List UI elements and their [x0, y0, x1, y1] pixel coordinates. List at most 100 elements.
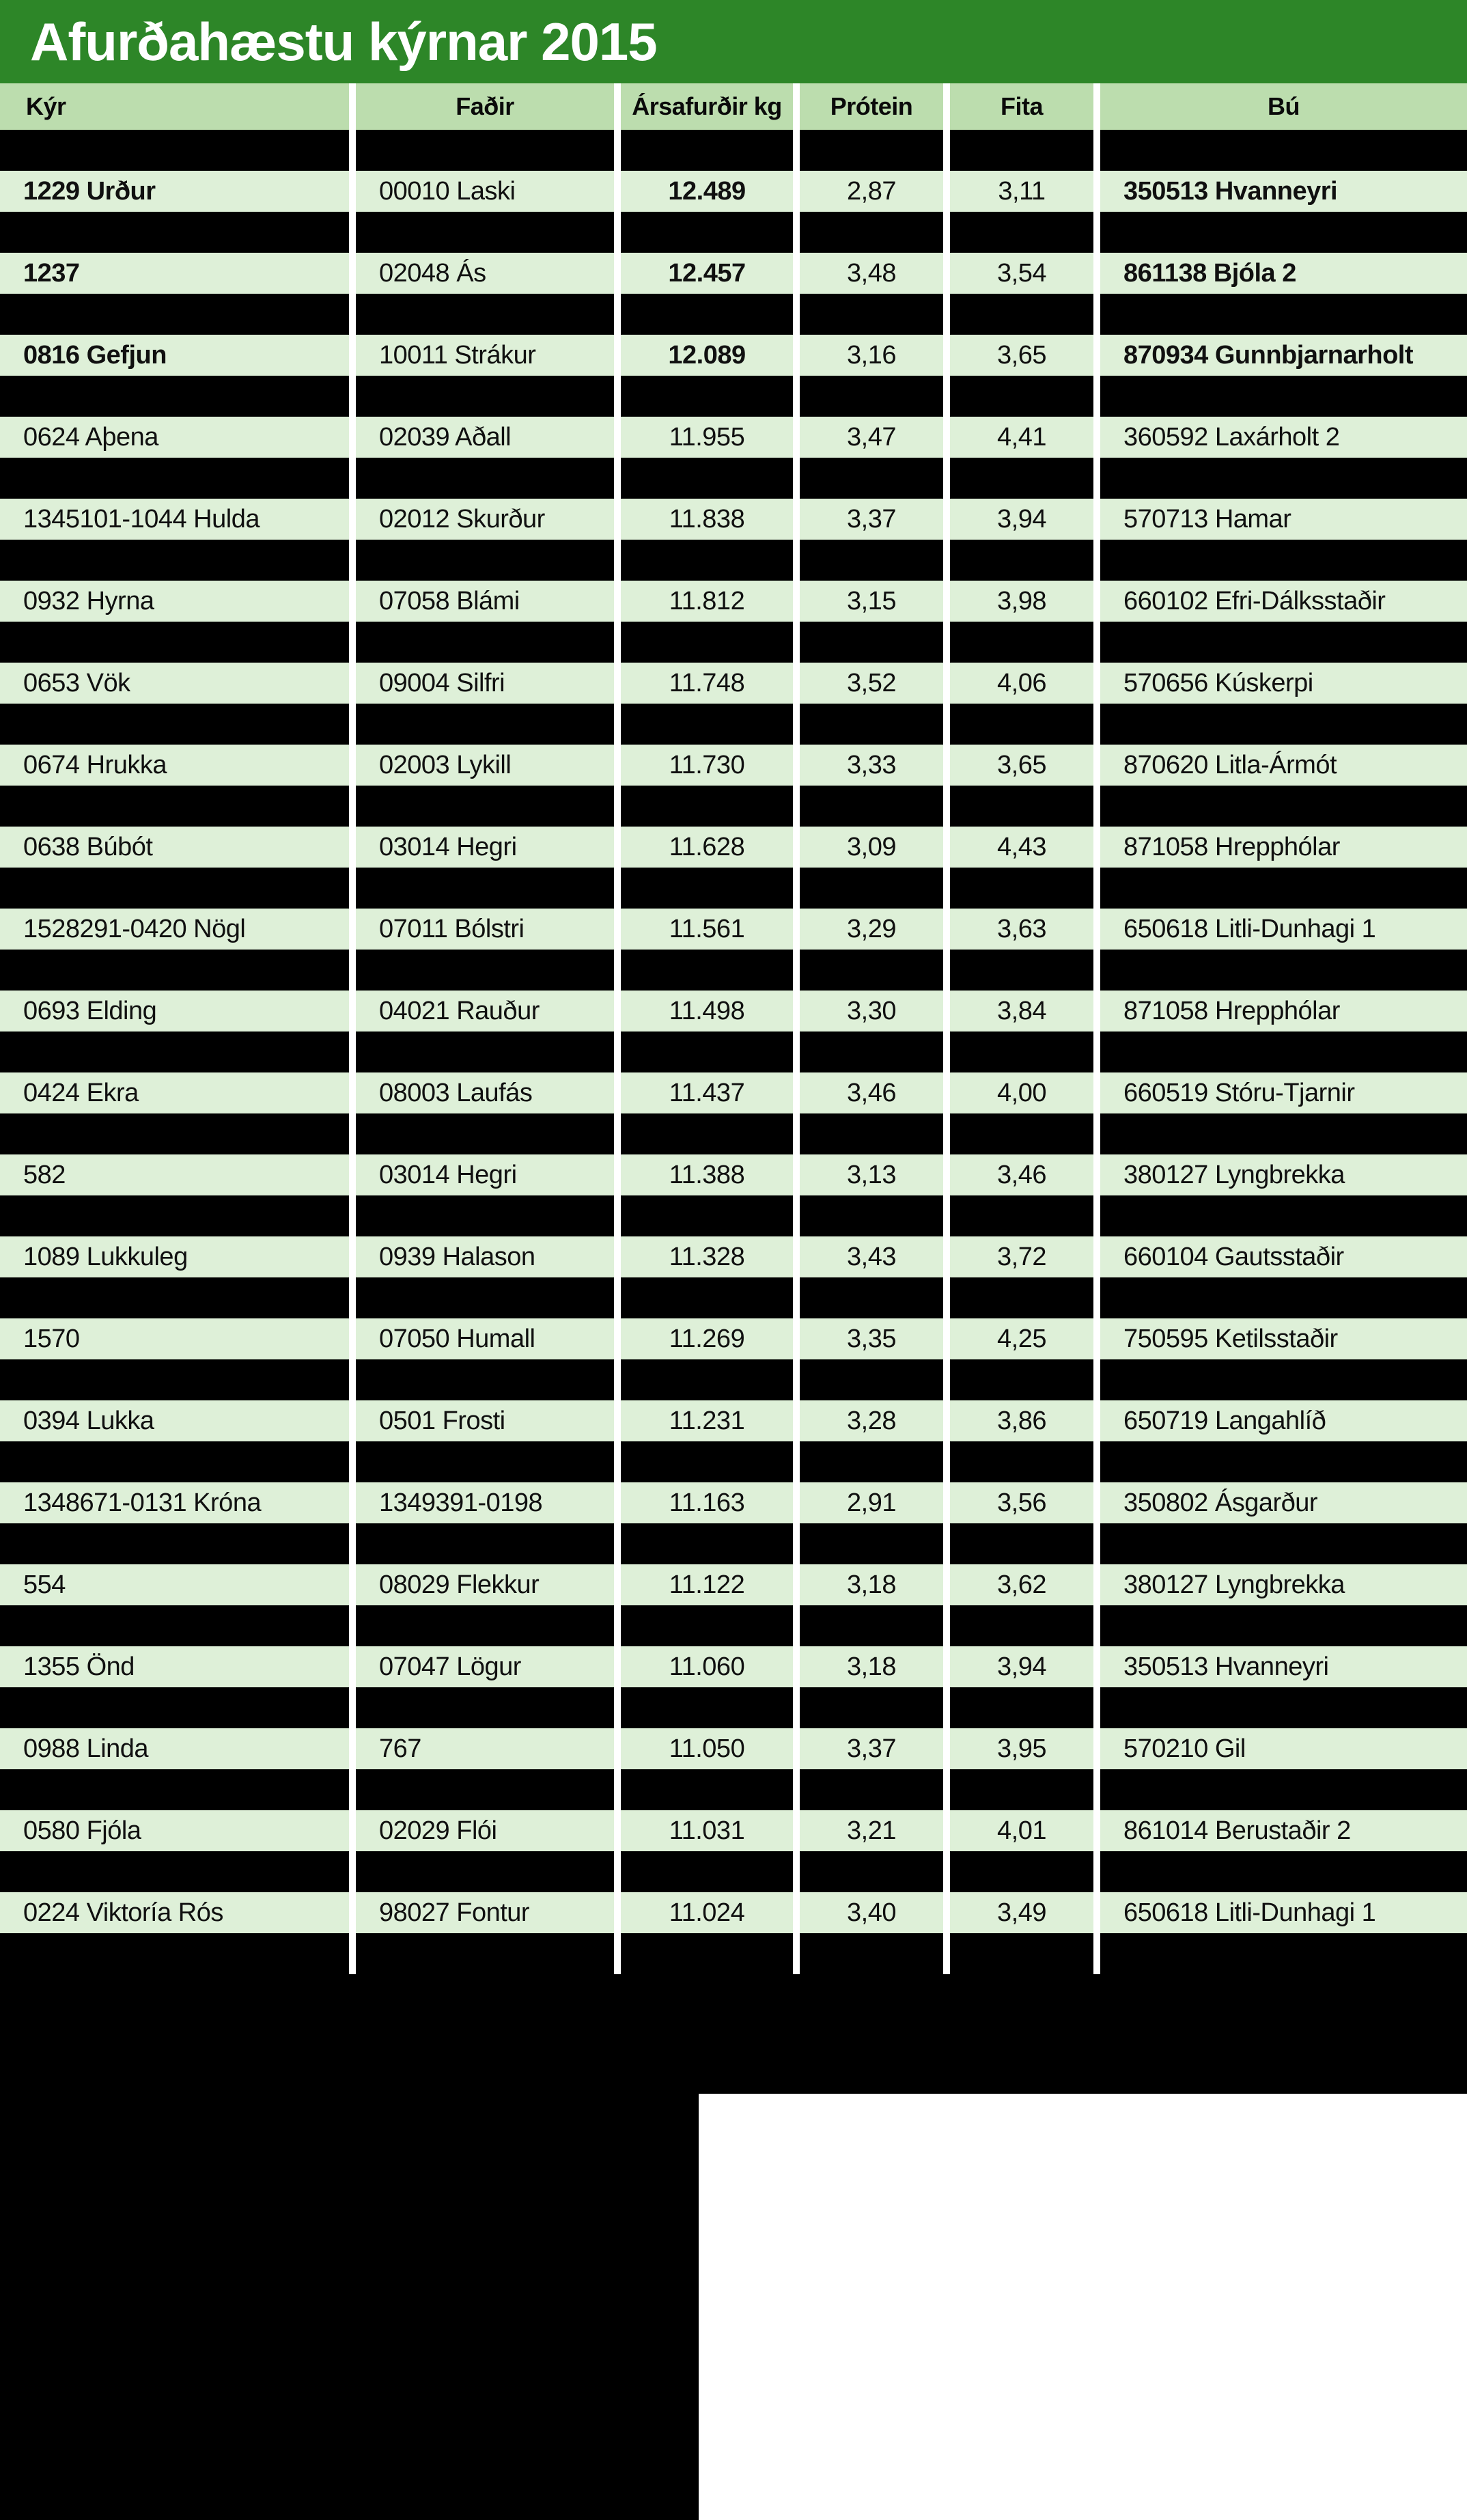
cell-protein: 3,48 [800, 253, 943, 294]
redacted-cell [621, 1523, 793, 1564]
cell-ars: 11.498 [621, 991, 793, 1031]
cell-ars: 11.269 [621, 1318, 793, 1359]
redacted-cell [621, 786, 793, 827]
cell-ars: 11.050 [621, 1728, 793, 1769]
redacted-cell [356, 1933, 614, 1974]
cell-kyr: 582 [0, 1154, 349, 1195]
cell-ars: 11.838 [621, 499, 793, 540]
redacted-cell [356, 1523, 614, 1564]
redacted-cell [800, 622, 943, 663]
cell-kyr: 0693 Elding [0, 991, 349, 1031]
cell-protein: 3,37 [800, 1728, 943, 1769]
redacted-cell [950, 458, 1093, 499]
redacted-cell [1100, 1031, 1467, 1072]
cell-protein: 3,47 [800, 417, 943, 458]
redacted-cell [621, 1113, 793, 1154]
cell-kyr: 1229 Urður [0, 171, 349, 212]
cell-protein: 3,30 [800, 991, 943, 1031]
redacted-cell [621, 1441, 793, 1482]
redacted-cell [356, 540, 614, 581]
redacted-cell [356, 1769, 614, 1810]
cell-protein: 2,87 [800, 171, 943, 212]
cell-kyr: 1345101-1044 Hulda [0, 499, 349, 540]
cell-bu: 360592 Laxárholt 2 [1100, 417, 1467, 458]
redacted-cell [1100, 704, 1467, 745]
cell-bu: 870934 Gunnbjarnarholt [1100, 335, 1467, 376]
cell-fadir: 07050 Humall [356, 1318, 614, 1359]
cell-fadir: 02003 Lykill [356, 745, 614, 786]
cell-kyr: 1089 Lukkuleg [0, 1236, 349, 1277]
redacted-cell [621, 1851, 793, 1892]
cell-bu: 660104 Gautsstaðir [1100, 1236, 1467, 1277]
redacted-cell [1100, 1441, 1467, 1482]
redacted-cell [0, 1031, 349, 1072]
cell-ars: 11.748 [621, 663, 793, 704]
cell-fita: 4,06 [950, 663, 1093, 704]
redacted-cell [0, 1769, 349, 1810]
redacted-cell [356, 622, 614, 663]
cell-ars: 12.457 [621, 253, 793, 294]
redacted-cell [950, 1605, 1093, 1646]
redacted-block-full-width [0, 1974, 1467, 2094]
cell-fita: 3,65 [950, 335, 1093, 376]
cell-protein: 2,91 [800, 1482, 943, 1523]
cell-bu: 861138 Bjóla 2 [1100, 253, 1467, 294]
cell-bu: 570656 Kúskerpi [1100, 663, 1467, 704]
redacted-cell [950, 786, 1093, 827]
redacted-cell [0, 130, 349, 171]
cell-fadir: 0939 Halason [356, 1236, 614, 1277]
redacted-cell [356, 130, 614, 171]
redacted-cell [356, 1277, 614, 1318]
cell-bu: 650719 Langahlíð [1100, 1400, 1467, 1441]
column-header-bu: Bú [1100, 83, 1467, 130]
redacted-cell [0, 868, 349, 909]
cell-bu: 861014 Berustaðir 2 [1100, 1810, 1467, 1851]
redacted-cell [800, 1031, 943, 1072]
redacted-cell [950, 130, 1093, 171]
redacted-cell [356, 294, 614, 335]
redacted-cell [800, 950, 943, 991]
redacted-cell [621, 212, 793, 253]
redacted-cell [950, 1769, 1093, 1810]
cell-ars: 11.955 [621, 417, 793, 458]
cell-fadir: 0501 Frosti [356, 1400, 614, 1441]
cell-fadir: 08003 Laufás [356, 1072, 614, 1113]
redacted-cell [621, 950, 793, 991]
cell-bu: 750595 Ketilsstaðir [1100, 1318, 1467, 1359]
cell-ars: 11.437 [621, 1072, 793, 1113]
cell-protein: 3,13 [800, 1154, 943, 1195]
redacted-cell [800, 1441, 943, 1482]
redacted-cell [621, 130, 793, 171]
cell-kyr: 1348671-0131 Króna [0, 1482, 349, 1523]
redacted-cell [950, 212, 1093, 253]
redacted-cell [800, 294, 943, 335]
redacted-cell [0, 1277, 349, 1318]
redacted-cell [950, 1687, 1093, 1728]
cell-fita: 3,86 [950, 1400, 1093, 1441]
redacted-cell [800, 1769, 943, 1810]
redacted-cell [800, 868, 943, 909]
cell-fita: 3,49 [950, 1892, 1093, 1933]
cell-ars: 11.031 [621, 1810, 793, 1851]
cell-fita: 3,98 [950, 581, 1093, 622]
column-header-fita: Fita [950, 83, 1093, 130]
cell-protein: 3,33 [800, 745, 943, 786]
cell-bu: 871058 Hrepphólar [1100, 991, 1467, 1031]
cell-fita: 4,43 [950, 827, 1093, 868]
redacted-cell [621, 540, 793, 581]
column-header-protein: Prótein [800, 83, 943, 130]
redacted-cell [950, 376, 1093, 417]
cell-ars: 11.163 [621, 1482, 793, 1523]
cell-protein: 3,29 [800, 909, 943, 950]
redacted-cell [621, 1277, 793, 1318]
redacted-cell [0, 540, 349, 581]
cell-bu: 350802 Ásgarður [1100, 1482, 1467, 1523]
cell-kyr: 1355 Önd [0, 1646, 349, 1687]
cell-fadir: 08029 Flekkur [356, 1564, 614, 1605]
cell-kyr: 0624 Aþena [0, 417, 349, 458]
cell-ars: 12.089 [621, 335, 793, 376]
cell-fadir: 07047 Lögur [356, 1646, 614, 1687]
cell-ars: 12.489 [621, 171, 793, 212]
redacted-cell [0, 1933, 349, 1974]
cell-ars: 11.024 [621, 1892, 793, 1933]
